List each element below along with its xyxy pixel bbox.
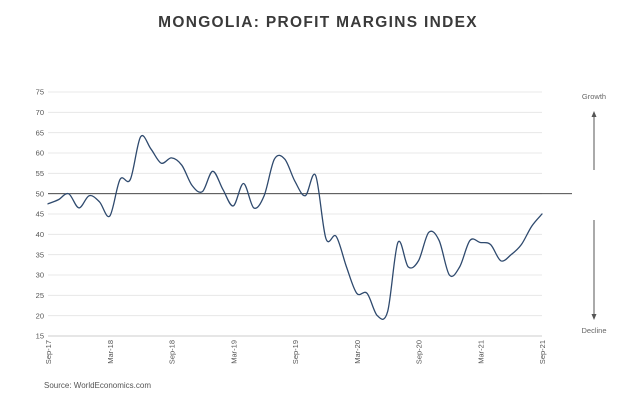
y-tick-label: 55 (36, 169, 44, 178)
growth-decline-indicator: Growth Decline (581, 92, 606, 335)
x-axis-ticks: Sep-17 Mar-18 Sep-18 Mar-19 Sep-19 Mar-20 Sep-… (44, 340, 547, 364)
y-tick-label: 30 (36, 271, 44, 280)
grid-lines (48, 91, 542, 317)
down-arrow-icon (591, 314, 597, 320)
chart-title: MONGOLIA: PROFIT MARGINS INDEX (158, 14, 478, 31)
y-tick-label: 65 (36, 128, 44, 137)
x-tick-label: Mar-21 (476, 340, 485, 364)
x-tick-label: Sep-20 (415, 340, 424, 364)
decline-label: Decline (581, 326, 606, 335)
y-tick-label: 50 (36, 189, 44, 198)
y-tick-label: 70 (36, 108, 44, 117)
y-tick-label: 15 (36, 332, 44, 341)
x-tick-label: Sep-17 (44, 340, 53, 364)
series-line-profit-margins (47, 134, 543, 320)
y-tick-label: 20 (36, 311, 44, 320)
x-tick-label: Sep-21 (538, 340, 547, 364)
x-tick-label: Mar-19 (229, 340, 238, 364)
up-arrow-icon (591, 111, 597, 117)
y-tick-label: 35 (36, 250, 44, 259)
y-tick-label: 45 (36, 210, 44, 219)
x-tick-label: Sep-18 (168, 340, 177, 364)
y-tick-label: 25 (36, 291, 44, 300)
source-note: Source: WorldEconomics.com (44, 381, 151, 390)
x-tick-label: Mar-18 (106, 340, 115, 364)
y-tick-label: 75 (36, 88, 44, 97)
x-tick-label: Mar-20 (353, 340, 362, 364)
growth-label: Growth (582, 92, 606, 101)
x-tick-label: Sep-19 (291, 340, 300, 364)
y-tick-label: 40 (36, 230, 44, 239)
y-axis-ticks: 15 20 25 30 35 40 45 50 55 60 65 70 75 (36, 88, 44, 341)
y-tick-label: 60 (36, 149, 44, 158)
